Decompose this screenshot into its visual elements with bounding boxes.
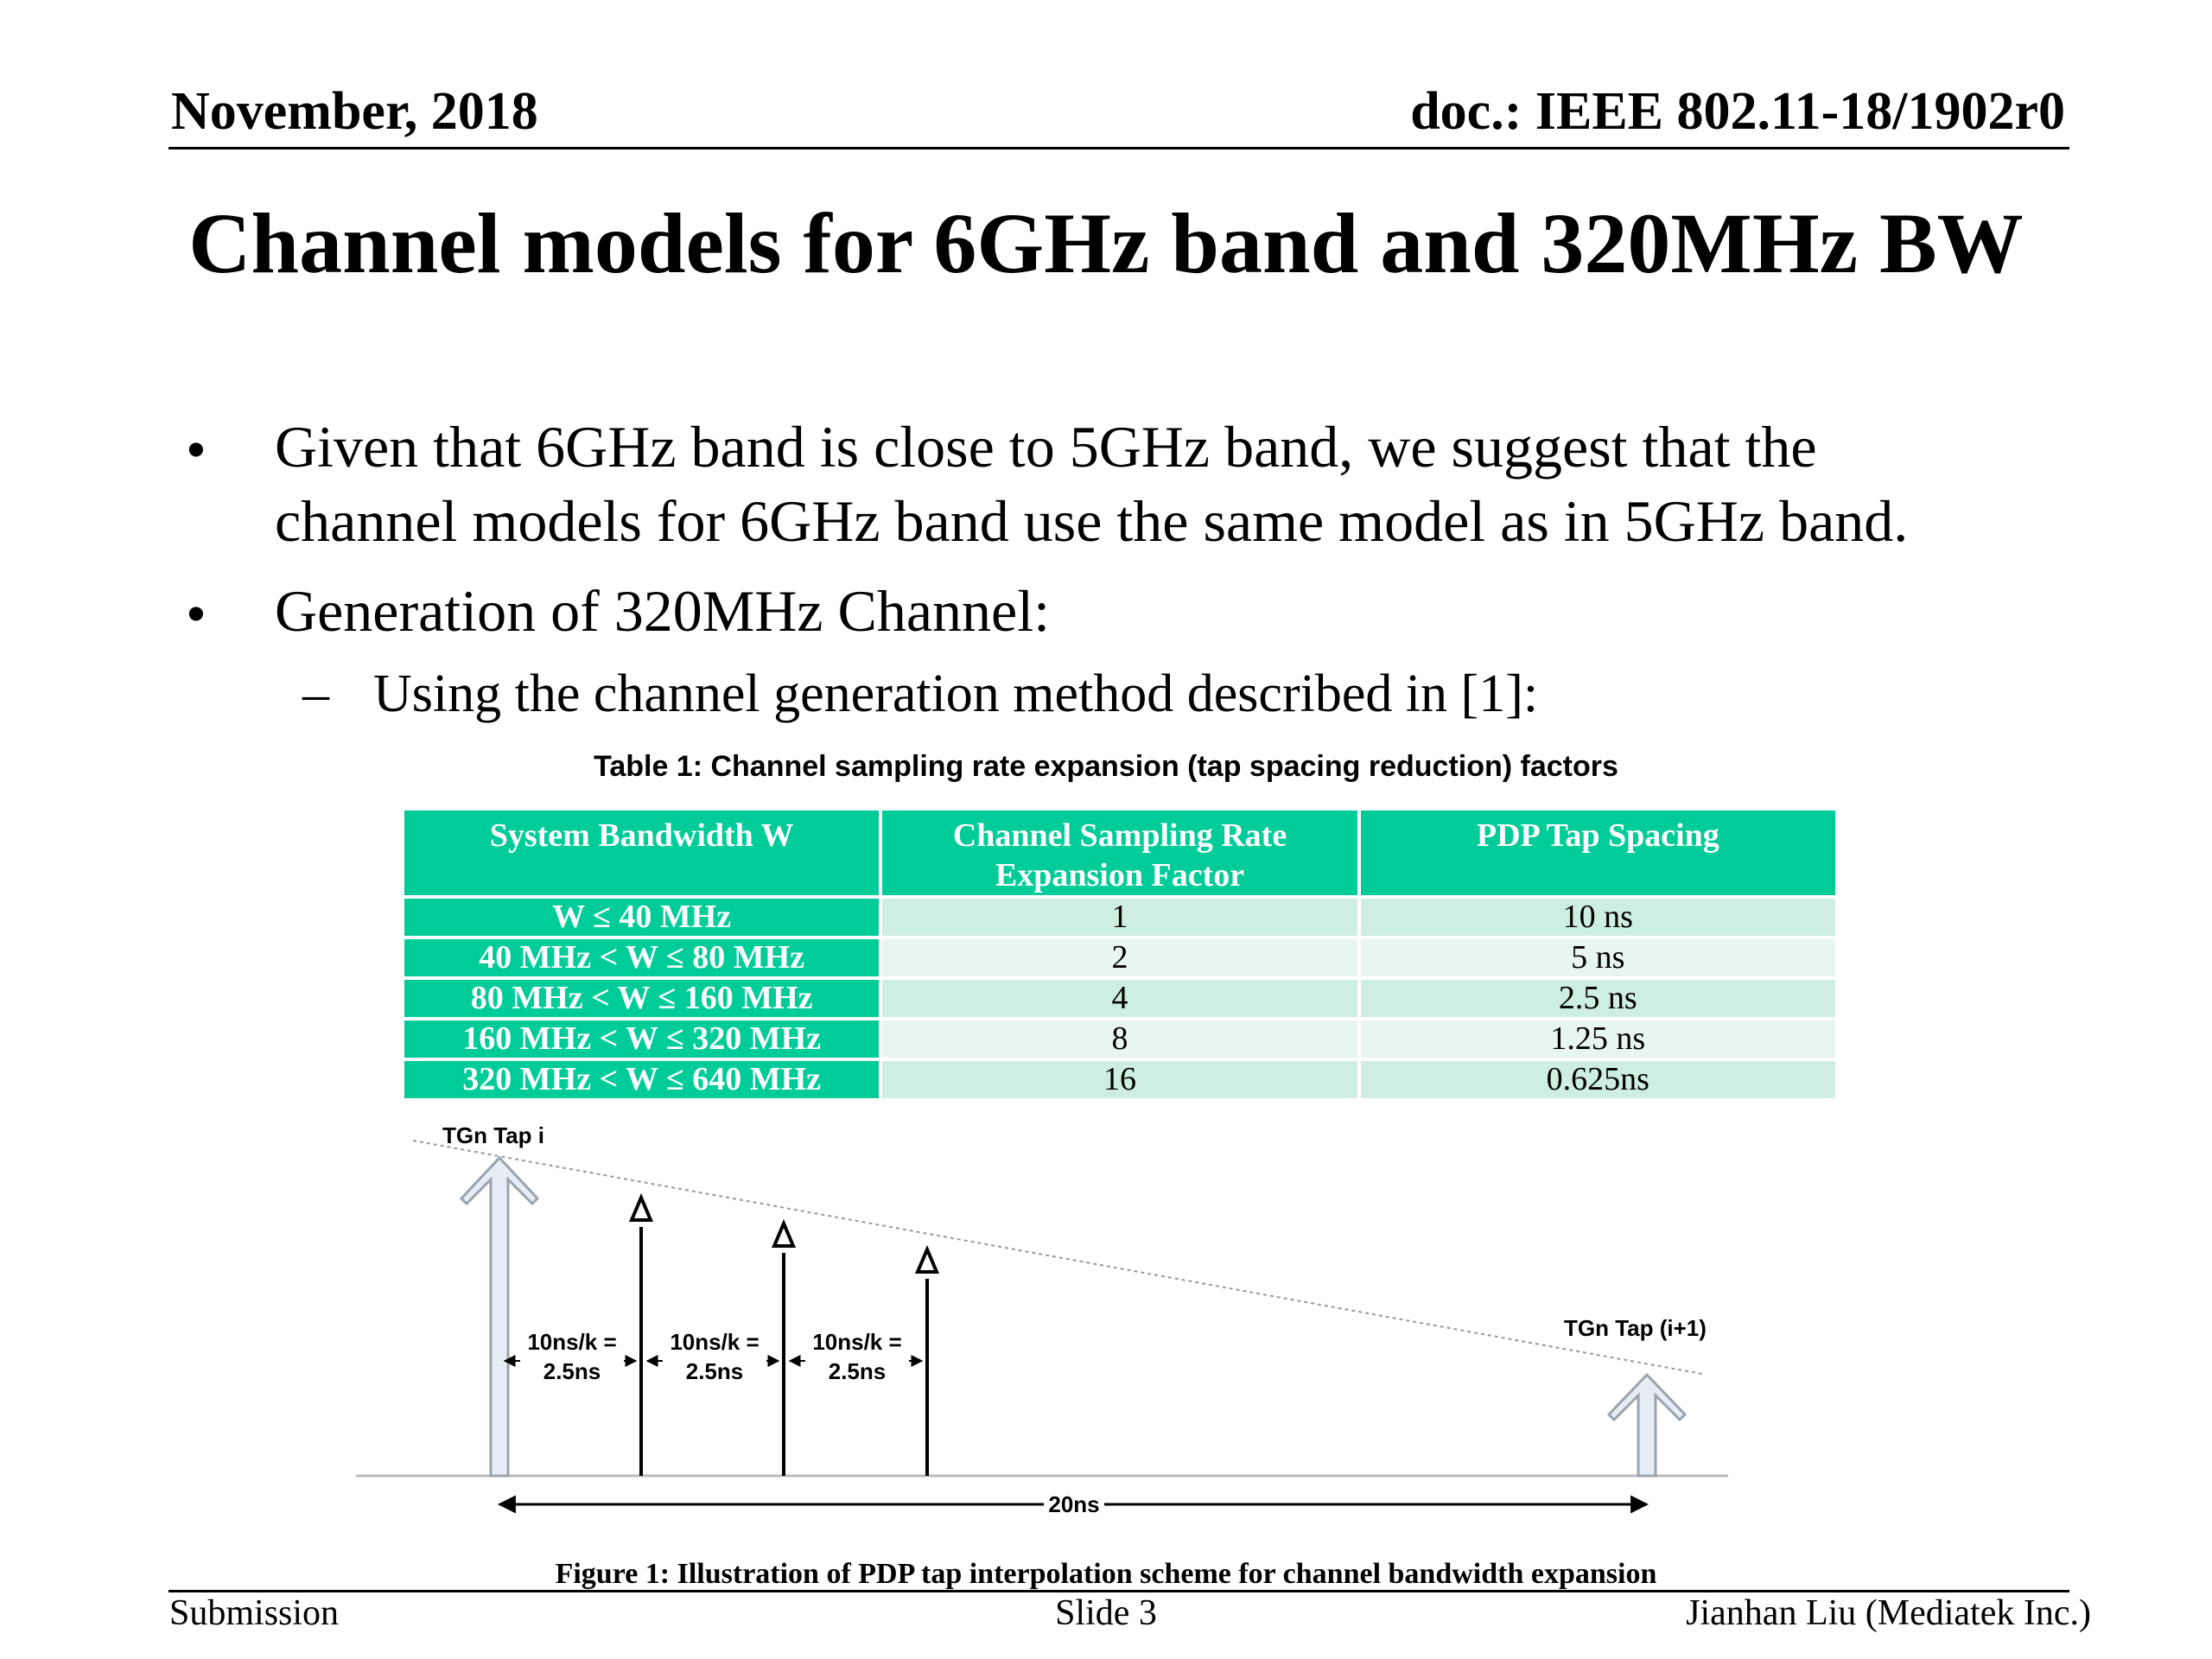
bullet-glyph-2: • <box>186 581 207 646</box>
table-header-row: System Bandwidth W Channel Sampling Rate… <box>404 810 1835 895</box>
table-row: 80 MHz < W ≤ 160 MHz 4 2.5 ns <box>404 980 1835 1017</box>
slide-title: Channel models for 6GHz band and 320MHz … <box>188 195 2024 291</box>
spacing-label-1-bg <box>520 1329 624 1389</box>
footer-rule <box>168 1590 2069 1592</box>
interp-tap-3-head <box>914 1244 940 1274</box>
spacing-label-3-bg <box>805 1329 909 1389</box>
cell-expansion-factor: 4 <box>882 980 1357 1017</box>
figure-caption: Figure 1: Illustration of PDP tap interp… <box>555 1558 1657 1590</box>
spacing-label-1-line-1: 10ns/k = <box>527 1329 616 1355</box>
table-row: W ≤ 40 MHz 1 10 ns <box>404 899 1835 936</box>
table-row: 320 MHz < W ≤ 640 MHz 16 0.625ns <box>404 1061 1835 1098</box>
spacing-label-2-line-1: 10ns/k = <box>670 1329 759 1355</box>
column-header-bandwidth: System Bandwidth W <box>404 810 880 895</box>
sub-bullet-text: Using the channel generation method desc… <box>373 664 1539 723</box>
spacing-label-2-line-2: 2.5ns <box>686 1358 744 1384</box>
cell-tap-spacing: 0.625ns <box>1360 1061 1835 1098</box>
cell-expansion-factor: 2 <box>882 939 1357 976</box>
span-label: 20ns <box>1048 1491 1099 1517</box>
cell-bandwidth: 160 MHz < W ≤ 320 MHz <box>404 1020 880 1058</box>
bullet-2-line-1: Generation of 320MHz Channel: <box>275 578 1050 644</box>
sub-bullet-glyph: – <box>302 664 329 723</box>
tgn-tap-i-label: TGn Tap i <box>442 1122 544 1148</box>
interp-tap-1-head <box>628 1192 654 1222</box>
cell-tap-spacing: 1.25 ns <box>1360 1020 1835 1058</box>
span-label-bg <box>1044 1491 1104 1517</box>
cell-expansion-factor: 8 <box>882 1020 1357 1058</box>
tap-interpolation-figure: TGn Tap i TGn Tap (i+1) 10ns/k = 2.5ns 1… <box>356 1122 1728 1517</box>
tgn-tap-i1-label: TGn Tap (i+1) <box>1564 1315 1707 1341</box>
bullet-glyph-1: • <box>186 416 207 482</box>
spacing-label-2-bg <box>663 1329 766 1389</box>
tgn-tap-i-arrow <box>459 1155 540 1478</box>
cell-tap-spacing: 10 ns <box>1360 899 1835 936</box>
spacing-label-3-line-1: 10ns/k = <box>812 1329 901 1355</box>
footer-author: Jianhan Liu (Mediatek Inc.) <box>1686 1593 2091 1633</box>
cell-expansion-factor: 1 <box>882 899 1357 936</box>
bullet-1-line-2: channel models for 6GHz band use the sam… <box>275 488 1909 554</box>
column-header-tap-spacing: PDP Tap Spacing <box>1360 810 1835 895</box>
cell-expansion-factor: 16 <box>882 1061 1357 1098</box>
cell-bandwidth: 40 MHz < W ≤ 80 MHz <box>404 939 880 976</box>
bullet-1-line-1: Given that 6GHz band is close to 5GHz ba… <box>275 414 1817 480</box>
cell-bandwidth: 80 MHz < W ≤ 160 MHz <box>404 980 880 1017</box>
cell-tap-spacing: 5 ns <box>1360 939 1835 976</box>
footer-slide-number: Slide 3 <box>1055 1593 1157 1633</box>
cell-bandwidth: 320 MHz < W ≤ 640 MHz <box>404 1061 880 1098</box>
cell-tap-spacing: 2.5 ns <box>1360 980 1835 1017</box>
cell-bandwidth: W ≤ 40 MHz <box>404 899 880 936</box>
header-rule <box>168 147 2069 149</box>
table-caption: Table 1: Channel sampling rate expansion… <box>594 750 1618 783</box>
header-date: November, 2018 <box>171 82 538 141</box>
spacing-label-1-line-2: 2.5ns <box>543 1358 601 1384</box>
column-header-expansion-factor: Channel Sampling Rate Expansion Factor <box>882 810 1357 895</box>
table-row: 40 MHz < W ≤ 80 MHz 2 5 ns <box>404 939 1835 976</box>
interp-tap-2-head <box>771 1218 797 1248</box>
spacing-label-3-line-2: 2.5ns <box>829 1358 887 1384</box>
table-row: 160 MHz < W ≤ 320 MHz 8 1.25 ns <box>404 1020 1835 1058</box>
tgn-tap-i1-arrow <box>1606 1372 1688 1478</box>
header-doc-id: doc.: IEEE 802.11-18/1902r0 <box>1410 82 2065 141</box>
expansion-factor-table: System Bandwidth W Channel Sampling Rate… <box>401 807 1839 1102</box>
footer-submission: Submission <box>169 1593 340 1633</box>
